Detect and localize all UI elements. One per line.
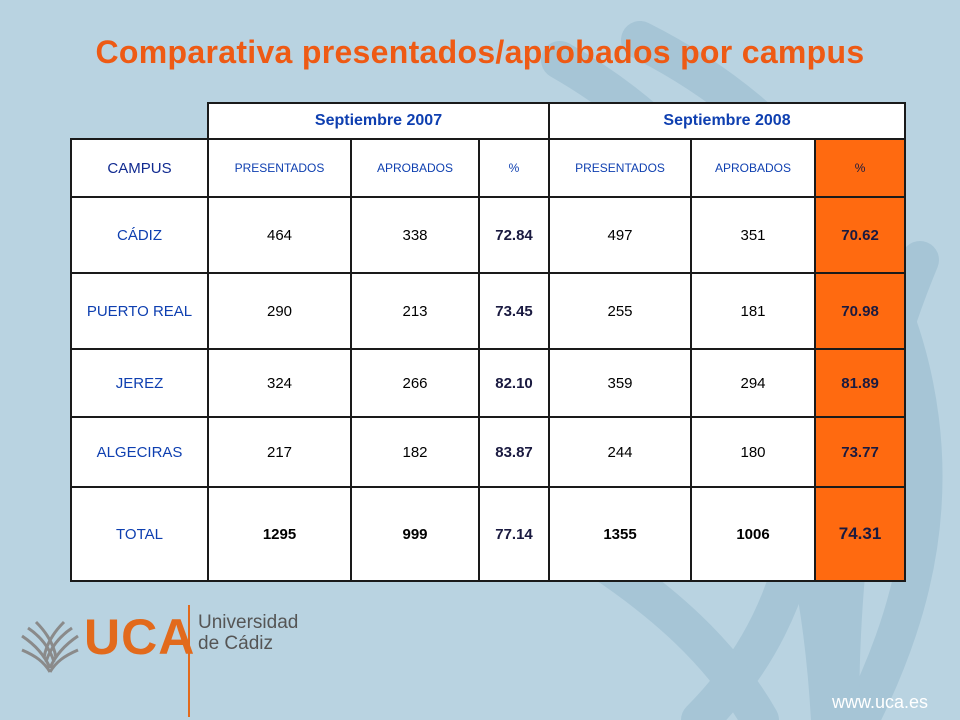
pct-2007-cell: 77.14 <box>477 486 551 582</box>
presentados-2007-header: PRESENTADOS <box>207 138 352 198</box>
presentados-2007-cell: 324 <box>207 348 352 418</box>
empty-corner-cell <box>71 103 208 139</box>
presentados-2007-cell: 464 <box>207 196 352 274</box>
aprobados-2007-cell: 213 <box>350 272 480 350</box>
university-name-line2: de Cádiz <box>198 633 273 654</box>
column-header-row: CAMPUS PRESENTADOS APROBADOS % PRESENTAD… <box>70 138 907 198</box>
aprobados-2008-cell: 1006 <box>690 486 817 582</box>
table-row: JEREZ 324 266 82.10 359 294 81.89 <box>70 348 907 418</box>
campus-column-header: CAMPUS <box>70 138 209 198</box>
aprobados-2007-cell: 999 <box>350 486 480 582</box>
pct-2008-cell: 70.98 <box>814 272 907 350</box>
table-row: ALGECIRAS 217 182 83.87 244 180 73.77 <box>70 416 907 488</box>
presentados-2008-cell: 1355 <box>548 486 693 582</box>
period-header-row: Septiembre 2007 Septiembre 2008 <box>71 102 907 140</box>
aprobados-2007-cell: 266 <box>350 348 480 418</box>
page-title: Comparativa presentados/aprobados por ca… <box>95 34 865 70</box>
aprobados-2008-cell: 294 <box>690 348 817 418</box>
university-name-line1: Universidad <box>198 612 299 633</box>
footer-url[interactable]: www.uca.es <box>831 692 928 712</box>
presentados-2008-header: PRESENTADOS <box>548 138 693 198</box>
pct-2007-cell: 72.84 <box>477 196 551 274</box>
comparison-table-wrapper: Septiembre 2007 Septiembre 2008 CAMPUS P… <box>70 102 907 582</box>
period-header-2008: Septiembre 2008 <box>548 102 907 140</box>
campus-cell: CÁDIZ <box>70 196 209 274</box>
presentados-2008-cell: 244 <box>548 416 693 488</box>
campus-cell: PUERTO REAL <box>70 272 209 350</box>
presentados-2008-cell: 497 <box>548 196 693 274</box>
aprobados-2008-cell: 351 <box>690 196 817 274</box>
aprobados-2008-header: APROBADOS <box>690 138 817 198</box>
campus-cell: TOTAL <box>70 486 209 582</box>
presentados-2007-cell: 1295 <box>207 486 352 582</box>
comparison-table: Septiembre 2007 Septiembre 2008 CAMPUS P… <box>70 102 907 582</box>
pct-2008-cell: 73.77 <box>814 416 907 488</box>
pct-2008-cell: 81.89 <box>814 348 907 418</box>
pct-2007-cell: 83.87 <box>477 416 551 488</box>
campus-cell: JEREZ <box>70 348 209 418</box>
pct-2007-header: % <box>477 138 551 198</box>
campus-cell: ALGECIRAS <box>70 416 209 488</box>
uca-wordmark: UCA <box>84 609 196 665</box>
presentados-2007-cell: 217 <box>207 416 352 488</box>
pct-2008-cell: 70.62 <box>814 196 907 274</box>
pct-2008-cell: 74.31 <box>814 486 907 582</box>
uca-emblem-icon <box>21 620 79 673</box>
aprobados-2008-cell: 180 <box>690 416 817 488</box>
aprobados-2007-cell: 182 <box>350 416 480 488</box>
aprobados-2007-cell: 338 <box>350 196 480 274</box>
university-name: Universidad de Cádiz <box>198 612 298 654</box>
presentados-2008-cell: 359 <box>548 348 693 418</box>
pct-2008-header: % <box>814 138 907 198</box>
table-row: PUERTO REAL 290 213 73.45 255 181 70.98 <box>70 272 907 350</box>
total-row: TOTAL 1295 999 77.14 1355 1006 74.31 <box>70 486 907 582</box>
pct-2007-cell: 73.45 <box>477 272 551 350</box>
pct-2007-cell: 82.10 <box>477 348 551 418</box>
period-header-2007: Septiembre 2007 <box>206 102 551 140</box>
table-row: CÁDIZ 464 338 72.84 497 351 70.62 <box>70 196 907 274</box>
aprobados-2008-cell: 181 <box>690 272 817 350</box>
aprobados-2007-header: APROBADOS <box>350 138 480 198</box>
presentados-2008-cell: 255 <box>548 272 693 350</box>
logo-divider <box>188 605 190 717</box>
presentados-2007-cell: 290 <box>207 272 352 350</box>
